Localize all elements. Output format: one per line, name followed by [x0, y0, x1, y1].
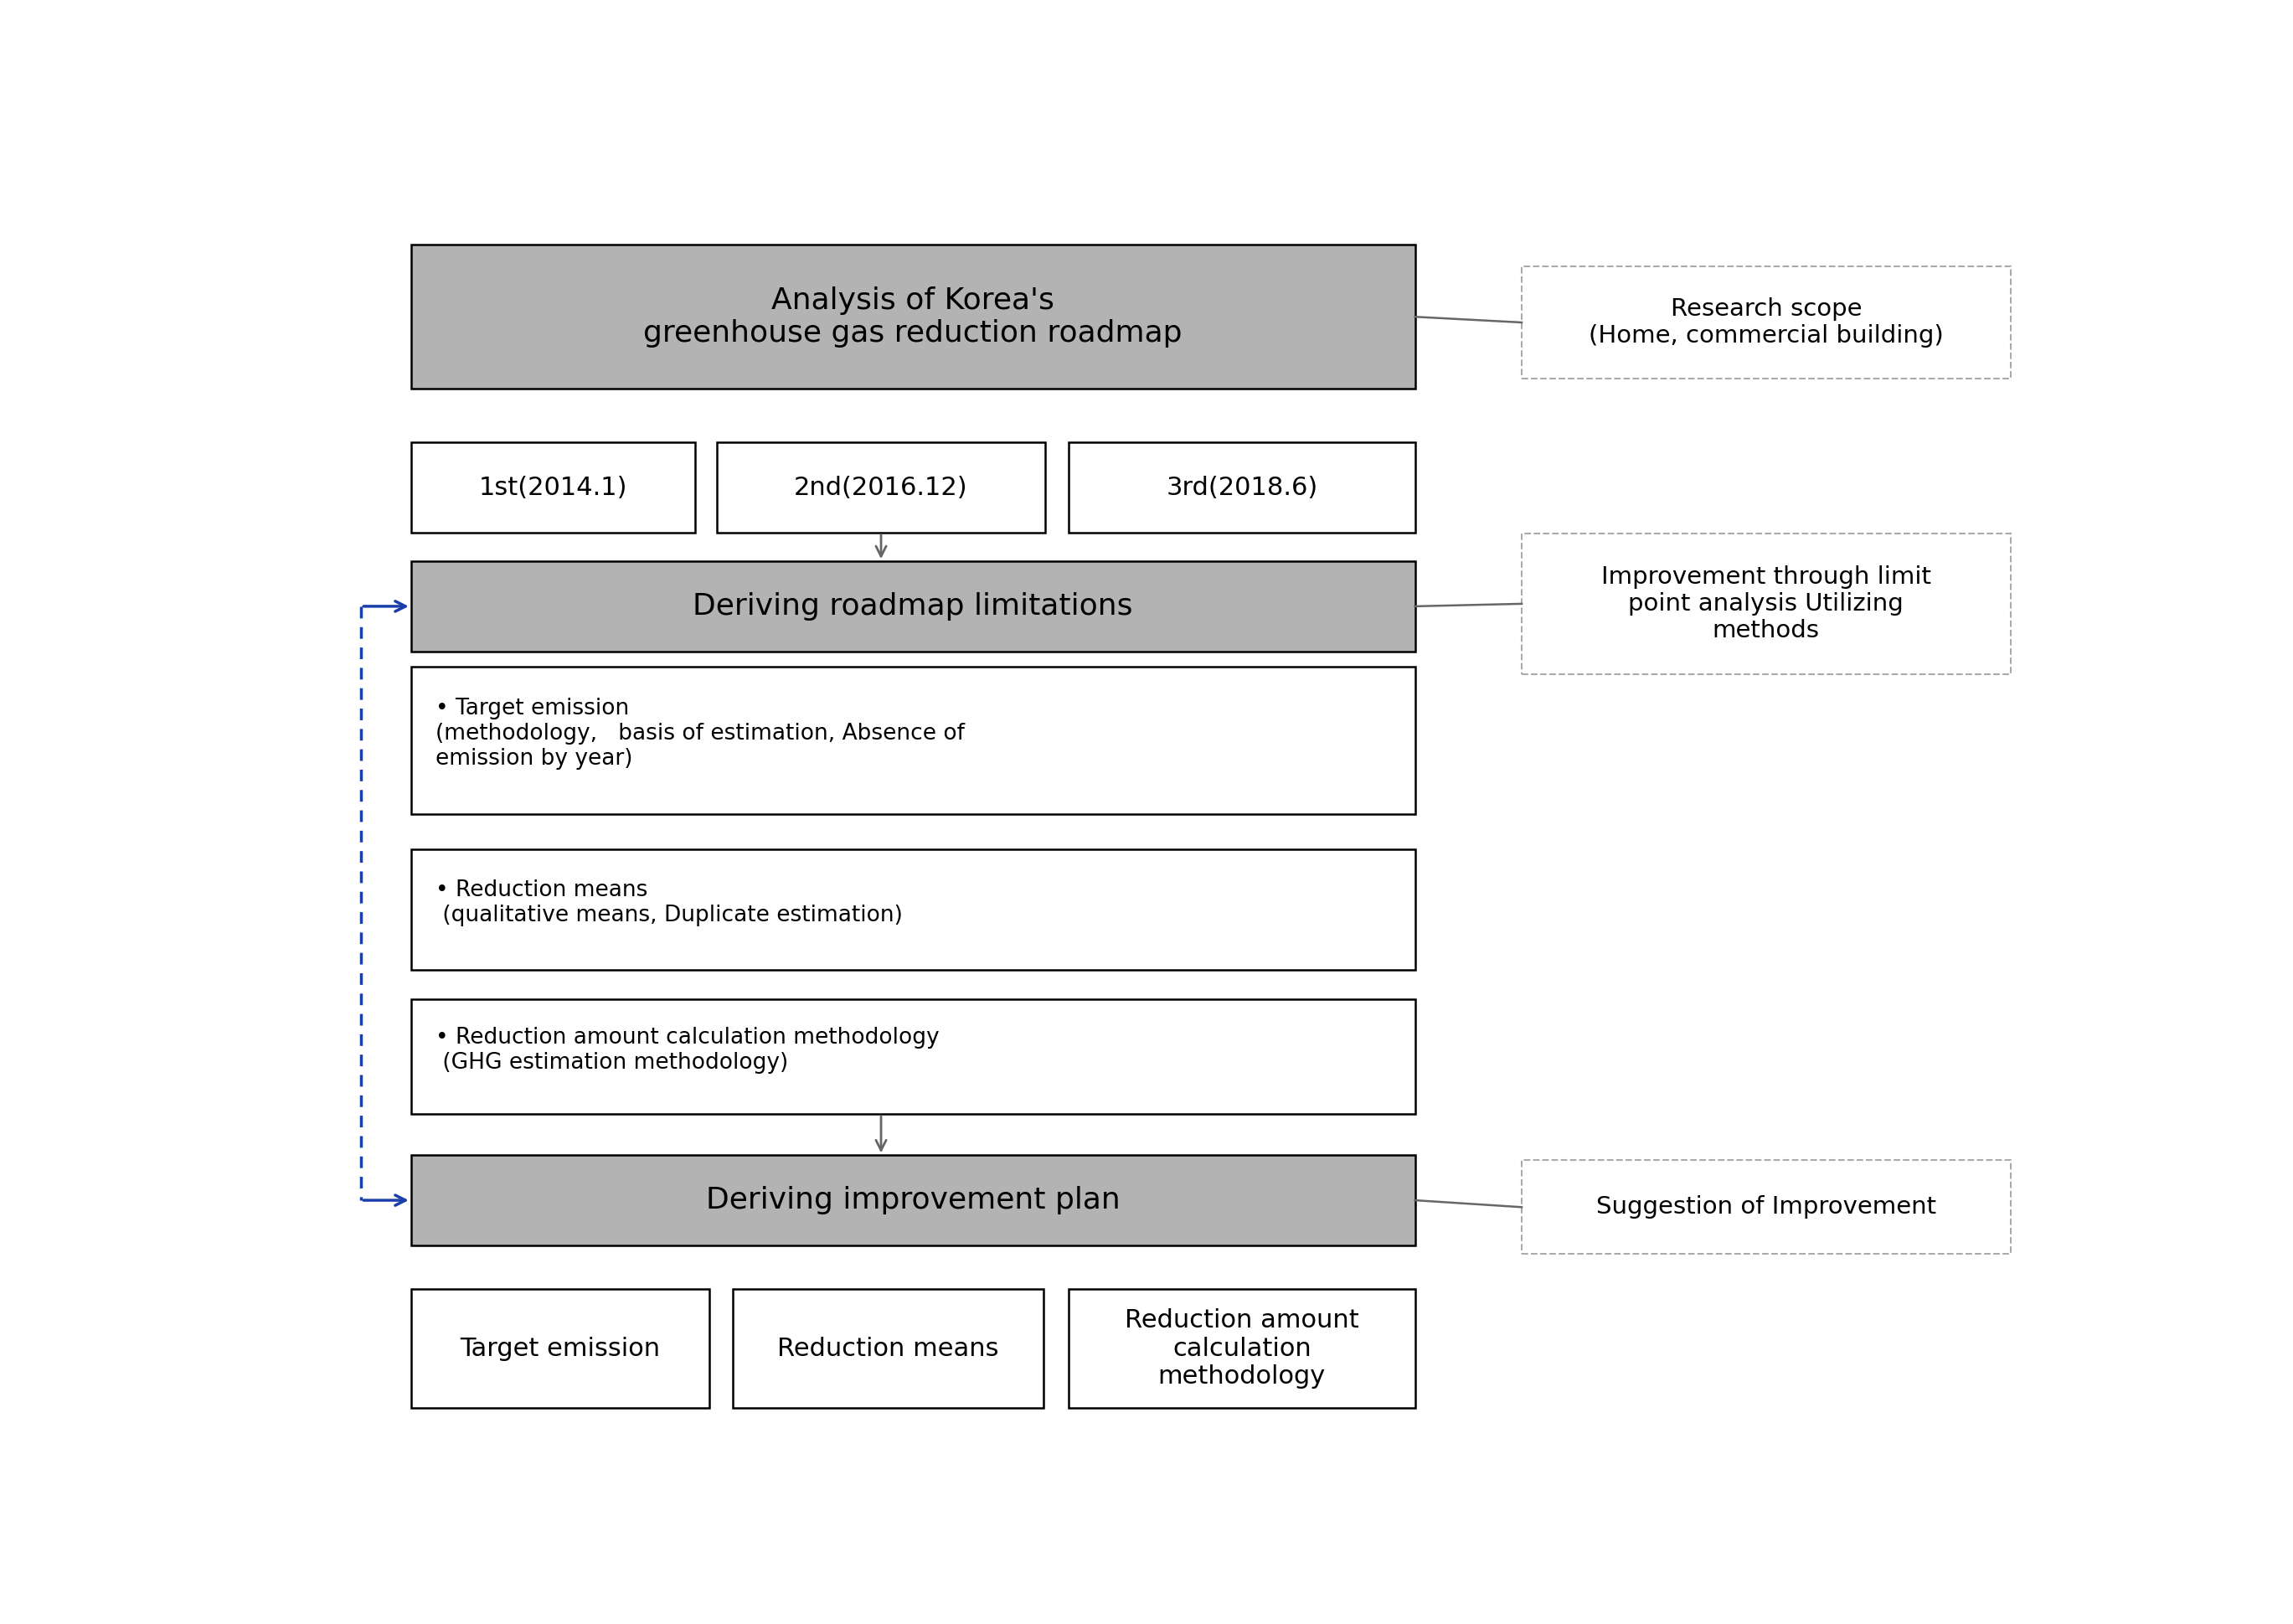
- Bar: [410, 666, 1415, 814]
- Text: Improvement through limit
point analysis Utilizing
methods: Improvement through limit point analysis…: [1601, 565, 1931, 643]
- Bar: [734, 1289, 1043, 1408]
- Text: 2nd(2016.12): 2nd(2016.12): [793, 476, 968, 500]
- Text: Target emission: Target emission: [461, 1337, 660, 1361]
- Text: • Reduction amount calculation methodology
 (GHG estimation methodology): • Reduction amount calculation methodolo…: [436, 1026, 940, 1073]
- Text: Deriving improvement plan: Deriving improvement plan: [706, 1186, 1121, 1215]
- Bar: [1069, 1289, 1415, 1408]
- Text: 3rd(2018.6): 3rd(2018.6): [1165, 476, 1318, 500]
- Bar: [410, 442, 695, 533]
- Bar: [1069, 442, 1415, 533]
- Text: 1st(2014.1): 1st(2014.1): [479, 476, 628, 500]
- Bar: [410, 1155, 1415, 1246]
- Bar: [1523, 534, 2011, 674]
- Bar: [410, 1289, 709, 1408]
- Text: Reduction means: Reduction means: [777, 1337, 1000, 1361]
- Bar: [718, 442, 1046, 533]
- Text: • Target emission
(methodology,   basis of estimation, Absence of
emission by ye: • Target emission (methodology, basis of…: [436, 698, 965, 770]
- Text: Analysis of Korea's
greenhouse gas reduction roadmap: Analysis of Korea's greenhouse gas reduc…: [644, 286, 1183, 348]
- Text: Reduction amount
calculation
methodology: Reduction amount calculation methodology: [1124, 1309, 1360, 1389]
- Text: • Reduction means
 (qualitative means, Duplicate estimation): • Reduction means (qualitative means, Du…: [436, 880, 903, 927]
- Bar: [410, 562, 1415, 651]
- Text: Suggestion of Improvement: Suggestion of Improvement: [1596, 1195, 1935, 1220]
- Bar: [410, 245, 1415, 388]
- Text: Deriving roadmap limitations: Deriving roadmap limitations: [692, 593, 1133, 620]
- Text: Research scope
(Home, commercial building): Research scope (Home, commercial buildin…: [1589, 297, 1944, 348]
- Bar: [1523, 1160, 2011, 1254]
- Bar: [410, 849, 1415, 970]
- Bar: [410, 999, 1415, 1114]
- Bar: [1523, 266, 2011, 378]
